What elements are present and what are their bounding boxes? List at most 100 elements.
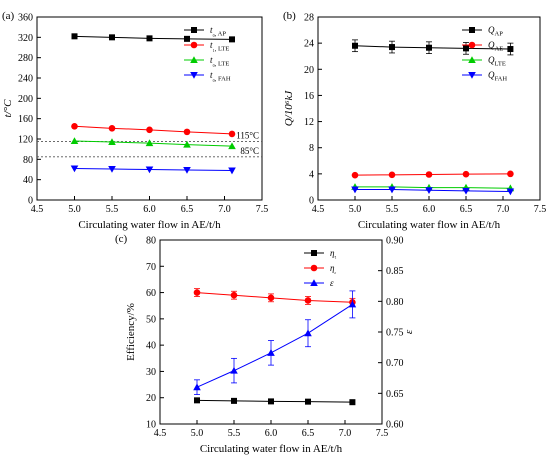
legend-marker (468, 41, 476, 49)
legend: QAP QAE QLTE QFAH (462, 25, 507, 83)
legend-label: t₁, LTE (210, 40, 229, 53)
panel-label: (c) (115, 233, 128, 245)
x-tick-label: 6.5 (460, 204, 473, 215)
data-point (463, 45, 469, 52)
y2-tick-label: 0.90 (386, 236, 404, 247)
x-tick-label: 7.0 (339, 428, 352, 439)
data-point (425, 187, 433, 194)
y-tick-label: 60 (146, 288, 156, 299)
data-point (183, 128, 191, 136)
x-tick-label: 7.5 (534, 204, 547, 215)
plot-frame (159, 239, 383, 425)
y-tick-label: 20 (304, 65, 314, 76)
series-line (74, 35, 233, 40)
x-tick-label: 6.0 (265, 428, 278, 439)
data-point (194, 397, 200, 404)
legend-label: t₀, LTE (210, 55, 229, 68)
data-point (193, 383, 201, 391)
data-point (228, 142, 236, 150)
y-tick-label: 10 (146, 420, 156, 431)
series-line (355, 186, 511, 189)
x-tick-label: 5.5 (386, 204, 399, 215)
data-point (267, 349, 275, 356)
data-point (230, 291, 238, 299)
series-triangle-down (70, 165, 236, 175)
chart-panel-c: 4.5 5.0 5.5 6.0 6.5 7.0 7.5 10 20 30 40 50 60 70 80 0.6… (115, 233, 415, 455)
data-point (184, 35, 190, 42)
legend-marker (310, 279, 318, 286)
y-tick-label: 160 (18, 114, 33, 125)
y-tick-label: 120 (18, 135, 33, 146)
y-tick-label: 70 (146, 262, 156, 273)
y-tick-label: 16 (304, 91, 314, 102)
panel-label: (b) (283, 10, 296, 22)
y2-tick-label: 0.80 (386, 297, 404, 308)
data-point (304, 297, 312, 304)
legend-marker (311, 250, 317, 256)
series-triangle-down (351, 186, 515, 196)
legend: t₀, AP t₁, LTE t₀, LTE t₀, FAH (184, 25, 231, 83)
y2-tick-label: 0.65 (386, 389, 404, 400)
y-tick-label: 0 (28, 196, 33, 207)
legend-marker (468, 72, 476, 79)
series-line (74, 167, 233, 172)
data-point (462, 170, 470, 178)
panel-label: (a) (2, 10, 15, 22)
data-point (351, 186, 359, 194)
y-tick-label: 12 (304, 117, 314, 128)
data-point (146, 35, 153, 42)
x-tick-label: 6.5 (302, 428, 315, 439)
x-tick-label: 4.5 (312, 204, 325, 215)
x-axis-label: Circulating water flow in AE/t/h (78, 219, 221, 231)
series-square (71, 33, 235, 43)
y2-tick-label: 0.60 (386, 420, 404, 431)
data-point (228, 130, 236, 138)
data-point (146, 126, 153, 134)
data-point (108, 138, 116, 146)
legend-marker (190, 56, 198, 63)
y-tick-label: 30 (146, 367, 156, 378)
y-tick-label: 20 (146, 393, 156, 404)
legend-label: ηₑ (330, 263, 336, 276)
data-point (228, 167, 236, 175)
y-tick-label: 80 (146, 236, 156, 247)
series-line (74, 125, 233, 135)
legend-label: ε (330, 278, 334, 288)
data-point (230, 366, 238, 374)
y-tick-label: 280 (18, 53, 33, 64)
series-line (196, 303, 353, 388)
data-point (506, 188, 515, 196)
series-circle (351, 170, 514, 179)
legend-marker (468, 56, 476, 63)
data-point (145, 139, 154, 147)
chart-panel-b: 4.5 5.0 5.5 6.0 6.5 7.0 7.5 0 4 8 12 16 20 24 28 Circul… (283, 10, 546, 231)
data-point (71, 122, 78, 130)
data-point (229, 36, 235, 43)
x-tick-label: 6.0 (143, 204, 156, 215)
data-point (231, 397, 237, 404)
data-point (71, 33, 78, 40)
y2-tick-label: 0.70 (386, 358, 404, 369)
data-point (109, 34, 115, 41)
data-point (108, 125, 116, 132)
x-tick-label: 7.0 (497, 204, 510, 215)
data-point (425, 171, 433, 178)
series-line (196, 292, 353, 303)
series-square (194, 397, 356, 406)
x-tick-label: 6.0 (423, 204, 436, 215)
y-tick-label: 320 (18, 33, 33, 44)
y-tick-label: 24 (304, 39, 314, 50)
data-point (183, 167, 191, 174)
series-triangle-up (70, 137, 236, 150)
x-tick-label: 4.5 (154, 428, 167, 439)
data-point (70, 137, 79, 145)
y-axis-label: t/°C (2, 99, 14, 118)
x-tick-label: 4.5 (31, 204, 44, 215)
y-tick-label: 4 (309, 169, 314, 180)
data-point (183, 140, 191, 148)
reference-line-label: 115°C (236, 131, 259, 141)
data-point (351, 171, 359, 179)
data-point (507, 170, 514, 178)
legend-label: QAE (488, 40, 503, 53)
